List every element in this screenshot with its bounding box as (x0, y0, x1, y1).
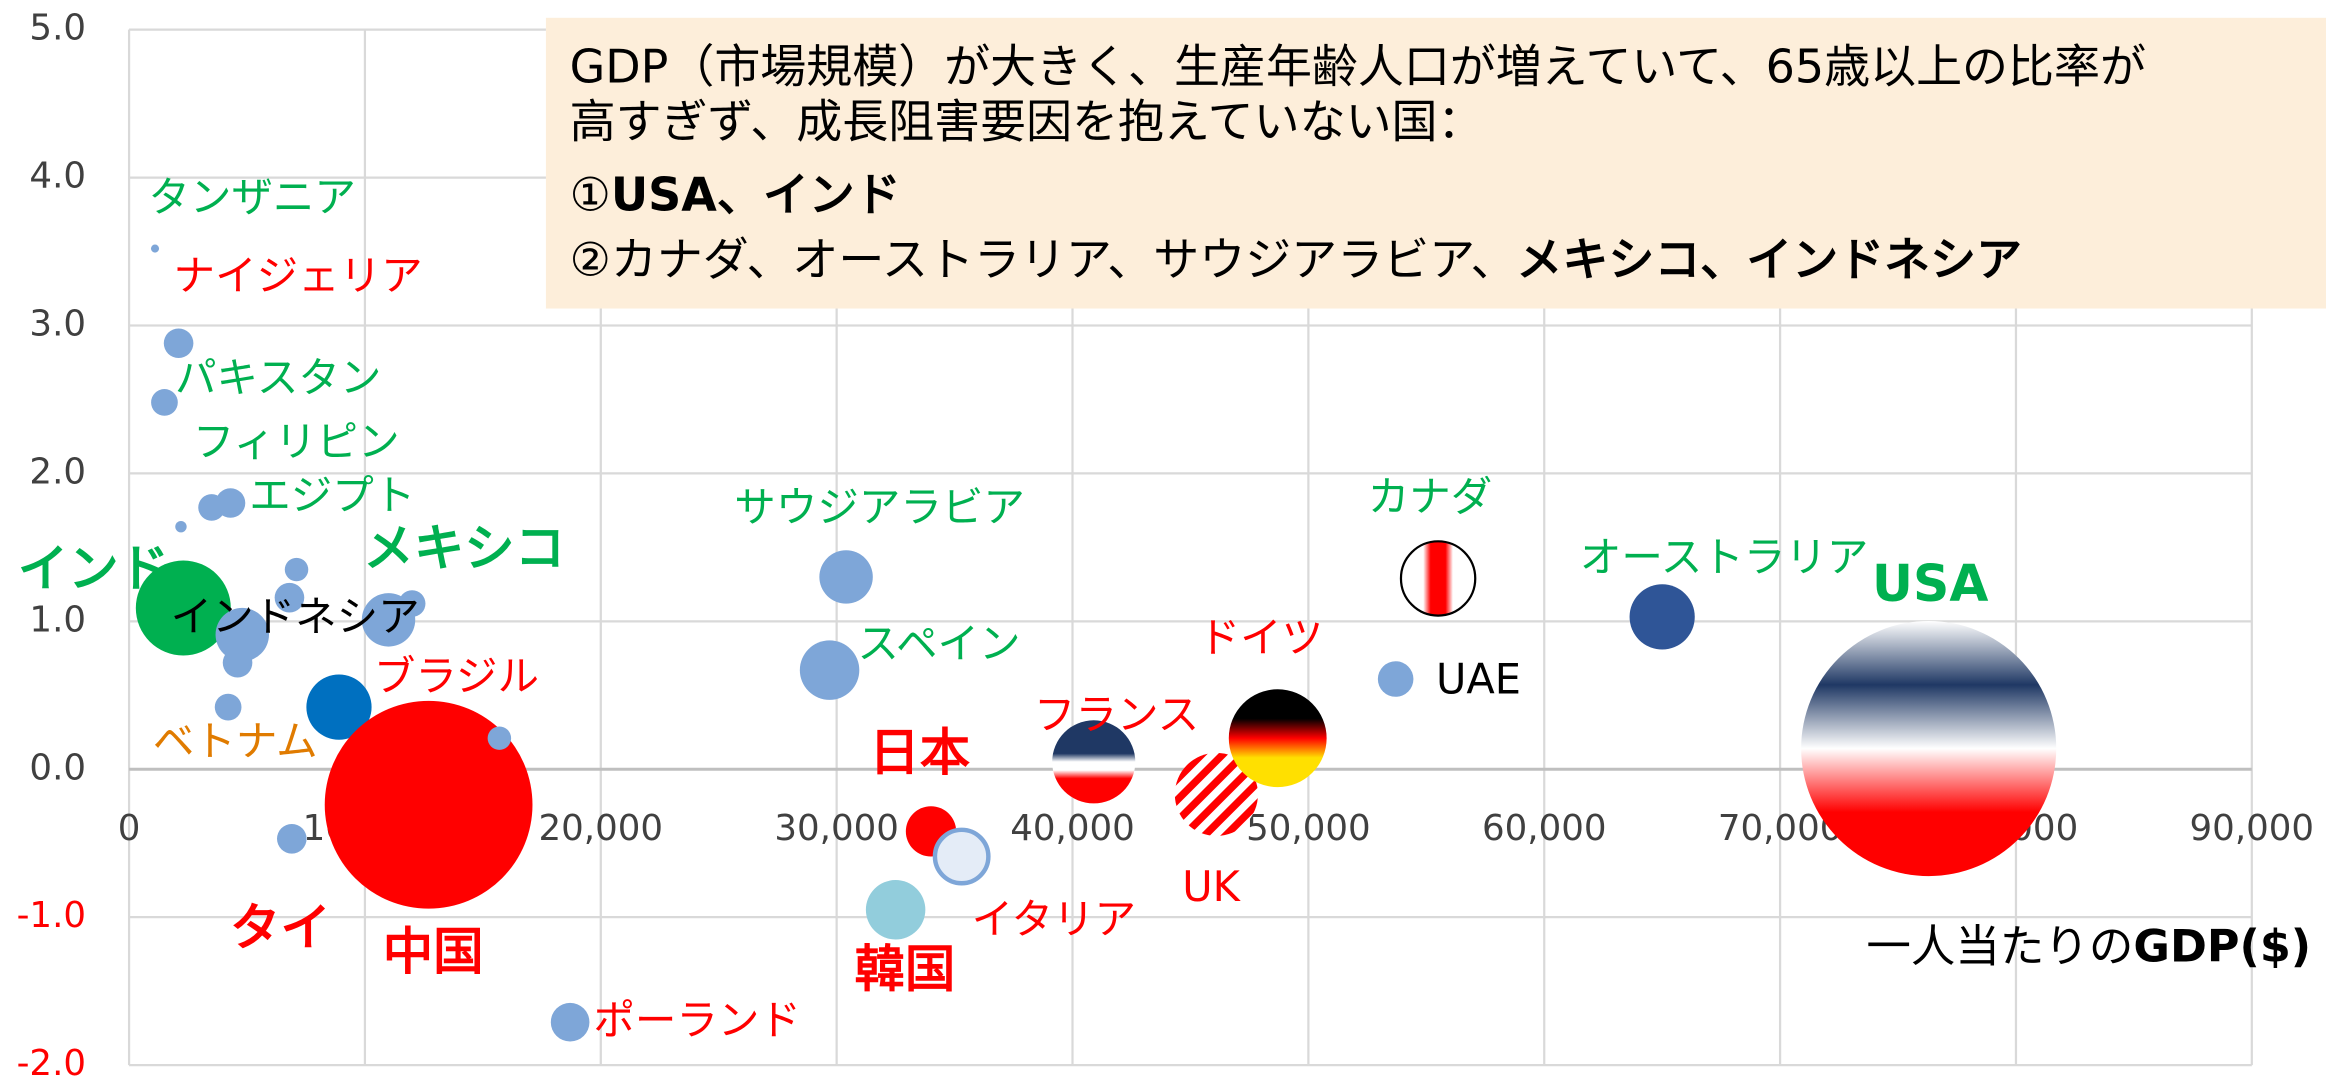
point-label: ブラジル (374, 651, 539, 700)
bubble (284, 557, 309, 582)
x-axis-label: 一人当たりのGDP($) (1866, 921, 2311, 972)
x-axis-label-part: 一人当たりの (1866, 921, 2133, 972)
bubble (150, 244, 160, 253)
y-tick-label: 1.0 (29, 599, 86, 640)
point-label: インド (18, 539, 169, 598)
bubble (274, 582, 305, 613)
point-label: スペイン (857, 619, 1020, 668)
y-tick-label: 4.0 (29, 156, 86, 197)
point-label: タイ (230, 898, 331, 957)
bubble (865, 880, 926, 940)
y-tick-label: 0.0 (29, 747, 86, 788)
x-tick-label: 0 (118, 808, 141, 849)
bubble (215, 607, 269, 662)
x-tick-label: 30,000 (774, 808, 899, 849)
x-tick-label: 50,000 (1246, 808, 1371, 849)
bubble (1174, 752, 1258, 836)
bubble (175, 520, 187, 533)
bubble (1399, 540, 1477, 617)
annotation-box: GDP（市場規模）が大きく、生産年齢人口が増えていて、65歳以上の比率が高すぎず… (545, 17, 2326, 309)
y-tick-label: 5.0 (29, 8, 86, 49)
bubble (324, 700, 533, 909)
x-axis-label-part: GDP($) (2133, 921, 2311, 972)
bubble (1228, 689, 1327, 788)
point-label: カナダ (1368, 472, 1493, 521)
bubble (932, 827, 991, 886)
bubble (135, 560, 231, 656)
annotation-line: ②カナダ、オーストラリア、サウジアラビア、 (570, 232, 1517, 286)
bubble (306, 674, 372, 740)
bubble (214, 693, 242, 721)
annotation-background (545, 17, 2326, 309)
point-label: パキスタン (175, 353, 381, 402)
annotation-text: GDP（市場規模）が大きく、生産年齢人口が増えていて、65歳以上の比率が高すぎず… (570, 39, 2146, 286)
annotation-line: 高すぎず、成長阻害要因を抱えていない国： (570, 94, 1484, 148)
annotation-line: ① (570, 167, 611, 221)
point-label: フィリピン (193, 417, 400, 466)
y-tick-label: -2.0 (17, 1043, 86, 1084)
point-label: UAE (1436, 654, 1521, 703)
bubbles (135, 244, 2057, 1042)
x-tick-label: 20,000 (539, 808, 664, 849)
point-label: メキシコ (363, 518, 565, 577)
bubble (398, 590, 426, 617)
y-tick-label: 3.0 (29, 304, 86, 345)
bubble (799, 640, 860, 700)
point-label: フランス (1034, 690, 1199, 739)
bubble (819, 550, 873, 604)
point-label: 中国 (383, 922, 484, 981)
point-label: 韓国 (854, 940, 955, 999)
bubble (222, 647, 253, 678)
point-label: ポーランド (593, 996, 801, 1045)
bubble (1052, 720, 1136, 804)
point-label: エジプト (249, 470, 415, 519)
point-label: オーストラリア (1580, 533, 1869, 582)
point-label: UK (1182, 862, 1241, 911)
point-label: ナイジェリア (174, 251, 423, 300)
annotation-line: GDP（市場規模）が大きく、生産年齢人口が増えていて、65歳以上の比率が (570, 39, 2146, 93)
bubble (277, 823, 307, 854)
bubble (215, 488, 246, 518)
y-tick-label: -1.0 (17, 895, 86, 936)
point-label: USA (1872, 554, 1988, 613)
bubble (1629, 584, 1695, 650)
bubble (550, 1002, 590, 1042)
point-label: ドイツ (1199, 613, 1324, 662)
bubble (1377, 661, 1414, 697)
x-tick-label: 40,000 (1010, 808, 1135, 849)
bubble (163, 328, 194, 359)
point-label: イタリア (972, 895, 1136, 944)
point-label: 日本 (869, 723, 970, 782)
annotation-line: USA、インド (611, 167, 901, 221)
bubble (487, 726, 512, 750)
annotation-line: メキシコ、インドネシア (1516, 232, 2022, 286)
y-tick-label: 2.0 (29, 451, 86, 492)
bubble (151, 389, 178, 416)
bubble (1801, 620, 2057, 877)
x-tick-label: 90,000 (2190, 808, 2315, 849)
point-label: サウジアラビア (734, 482, 1025, 531)
x-tick-label: 60,000 (1482, 808, 1607, 849)
point-label: タンザニア (148, 172, 356, 221)
point-label: インドネシア (171, 592, 420, 641)
point-label: ベトナム (153, 717, 318, 766)
